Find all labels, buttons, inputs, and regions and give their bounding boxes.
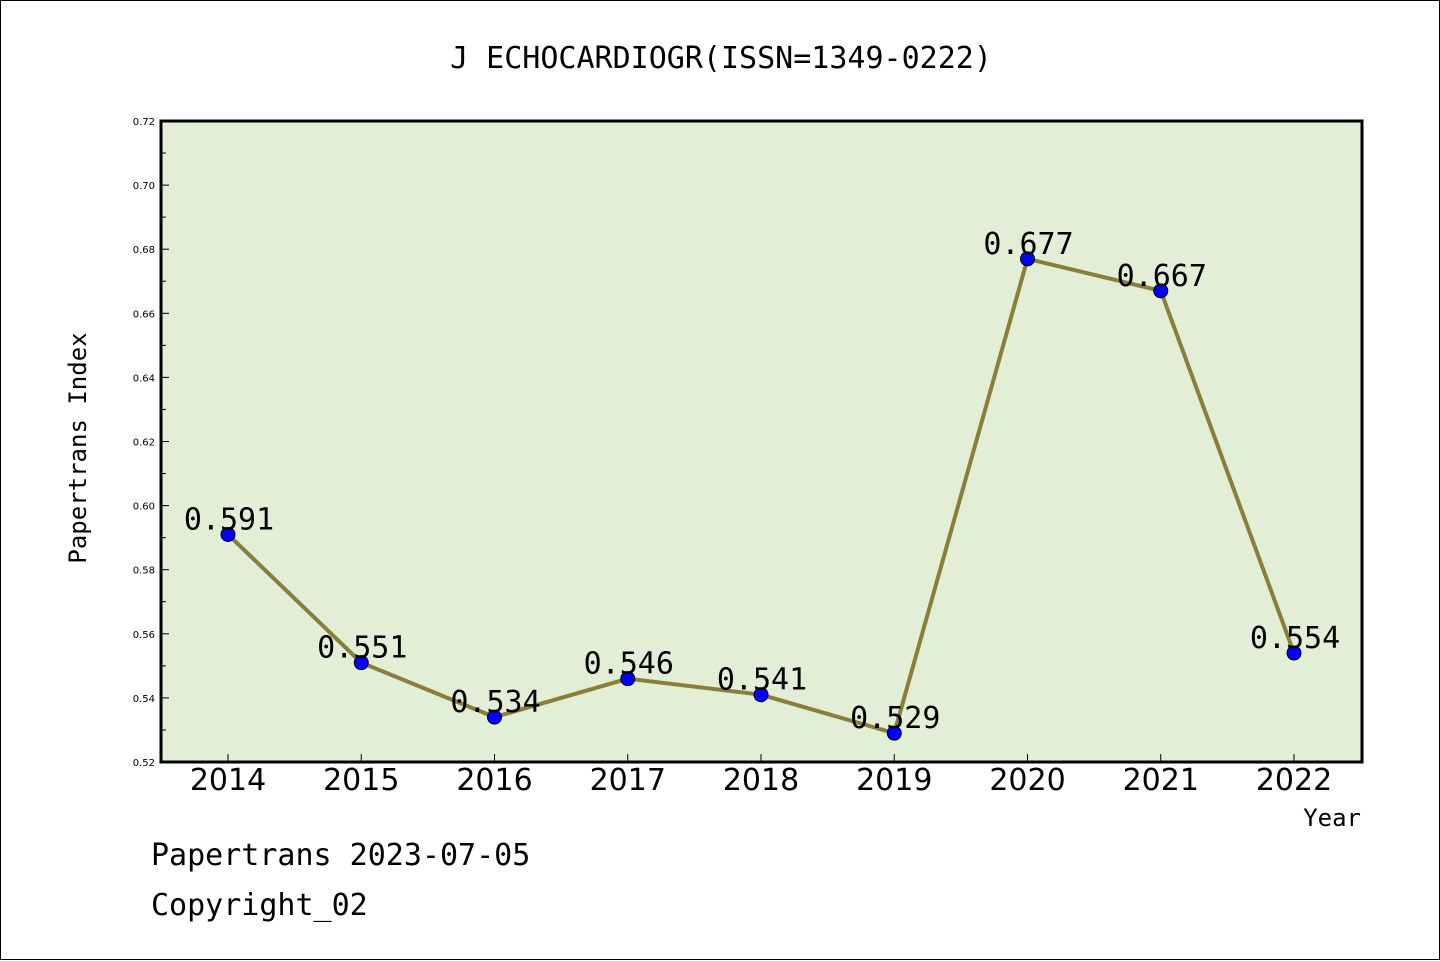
x-axis-ticks: 2014 2015 2016 2017 2018 2019 2020 2021 2022 bbox=[190, 754, 1332, 798]
data-label: 0.541 bbox=[717, 663, 807, 698]
y-axis-ticks: 0.52 0.54 0.56 0.58 0.60 0.62 0.64 0.66 0.68 0.70… bbox=[133, 117, 169, 769]
y-tick-label: 0.58 bbox=[133, 566, 155, 577]
data-point bbox=[620, 671, 636, 687]
x-tick-label: 2017 bbox=[590, 763, 666, 798]
data-label: 0.551 bbox=[317, 631, 407, 666]
x-axis-label: Year bbox=[1303, 804, 1361, 832]
x-tick-label: 2021 bbox=[1123, 763, 1199, 798]
y-tick-label: 0.52 bbox=[133, 758, 155, 769]
data-label: 0.667 bbox=[1117, 259, 1207, 294]
y-tick-label: 0.68 bbox=[133, 245, 155, 256]
y-tick-label: 0.54 bbox=[133, 694, 155, 705]
footer-date: Papertrans 2023-07-05 bbox=[151, 838, 530, 873]
data-label: 0.546 bbox=[584, 647, 674, 682]
x-tick-label: 2022 bbox=[1256, 763, 1332, 798]
data-label: 0.529 bbox=[850, 701, 940, 736]
footer-copyright: Copyright_02 bbox=[151, 888, 368, 923]
data-point bbox=[353, 655, 369, 671]
data-label: 0.554 bbox=[1250, 621, 1340, 656]
x-tick-label: 2019 bbox=[856, 763, 932, 798]
data-label: 0.534 bbox=[450, 685, 540, 720]
x-tick-label: 2015 bbox=[323, 763, 399, 798]
y-axis-label: Papertrans Index bbox=[64, 332, 92, 563]
y-tick-label: 0.62 bbox=[133, 438, 155, 449]
chart-title: J ECHOCARDIOGR(ISSN=1349-0222) bbox=[450, 41, 992, 76]
data-point bbox=[1153, 283, 1169, 299]
y-tick-label: 0.60 bbox=[133, 502, 155, 513]
data-labels: 0.591 0.551 0.534 0.546 0.541 0.529 0.677 0.667… bbox=[184, 227, 1340, 736]
data-label: 0.591 bbox=[184, 502, 274, 537]
data-point bbox=[487, 709, 502, 725]
series-papertrans-index bbox=[220, 251, 1302, 741]
y-tick-label: 0.64 bbox=[133, 373, 155, 384]
y-tick-label: 0.56 bbox=[133, 630, 155, 641]
x-tick-label: 2014 bbox=[190, 763, 266, 798]
data-point bbox=[753, 687, 769, 703]
data-point bbox=[886, 725, 902, 741]
x-tick-label: 2016 bbox=[456, 763, 532, 798]
data-point bbox=[220, 526, 236, 542]
data-label: 0.677 bbox=[983, 227, 1073, 262]
y-tick-label: 0.72 bbox=[133, 117, 155, 128]
y-tick-label: 0.70 bbox=[133, 181, 155, 192]
data-point bbox=[1020, 251, 1035, 267]
data-point bbox=[1286, 645, 1302, 661]
x-tick-label: 2018 bbox=[723, 763, 799, 798]
x-tick-label: 2020 bbox=[989, 763, 1065, 798]
y-tick-label: 0.66 bbox=[133, 309, 155, 320]
